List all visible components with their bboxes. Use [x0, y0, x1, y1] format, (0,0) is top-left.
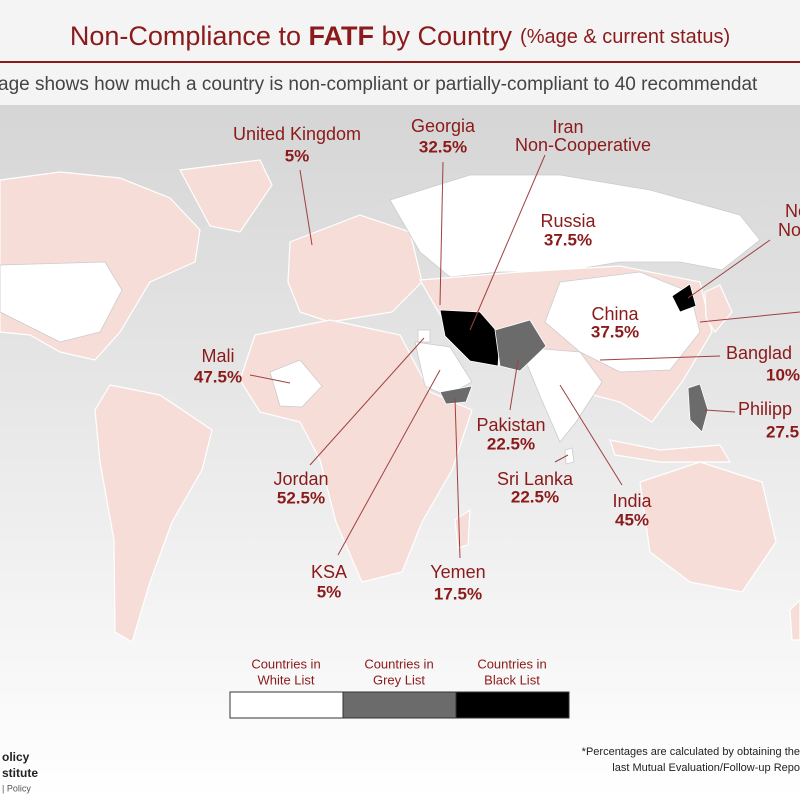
country-name: China: [591, 304, 639, 324]
country-value: 10%: [766, 365, 800, 384]
country-value: Nor: [778, 220, 800, 240]
country-value: 17.5%: [434, 584, 482, 603]
country-name: India: [612, 491, 652, 511]
footnote: *Percentages are calculated by obtaining…: [582, 746, 800, 758]
header-band: [0, 0, 800, 105]
country-name: Sri Lanka: [497, 469, 574, 489]
footnote: last Mutual Evaluation/Follow-up Repo: [612, 762, 800, 774]
country-name: Jordan: [273, 469, 328, 489]
country-name: United Kingdom: [233, 124, 361, 144]
legend-label: Grey List: [373, 672, 425, 687]
country-value: 37.5%: [544, 230, 592, 249]
world-map: [0, 159, 800, 643]
legend-label: Black List: [484, 672, 540, 687]
country-name: Ne: [785, 201, 800, 221]
country-name: Banglad: [726, 343, 792, 363]
country-name: Philipp: [738, 399, 792, 419]
country-value: 5%: [317, 582, 342, 601]
leader-lines: [249, 154, 800, 559]
subtitle: age shows how much a country is non-comp…: [0, 74, 758, 95]
country-value: 32.5%: [419, 137, 467, 156]
country-value: 22.5%: [511, 487, 559, 506]
logo-text: olicy: [2, 750, 30, 764]
country-name: Georgia: [411, 116, 476, 136]
logo-text: | Policy: [2, 783, 31, 793]
country-value: 27.5: [766, 422, 799, 441]
country-name: Yemen: [430, 562, 485, 582]
country-value: 47.5%: [194, 367, 242, 386]
logo-text: stitute: [2, 766, 38, 780]
legend-label: Countries in: [251, 656, 320, 671]
legend-label: White List: [257, 672, 314, 687]
country-value: 5%: [285, 146, 310, 165]
country-value: Non-Cooperative: [515, 135, 651, 155]
country-value: 22.5%: [487, 434, 535, 453]
country-name: Russia: [540, 211, 596, 231]
country-name: Pakistan: [476, 415, 545, 435]
country-value: 45%: [615, 510, 649, 529]
country-value: 37.5%: [591, 322, 639, 341]
legend-label: Countries in: [364, 656, 433, 671]
legend-swatch: [229, 691, 344, 719]
country-name: Mali: [201, 346, 234, 366]
country-name: KSA: [311, 562, 347, 582]
title: Non-Compliance to FATF by Country (%age &…: [70, 21, 730, 51]
legend: Countries in White List Countries in Gre…: [229, 656, 570, 719]
country-name: Iran: [552, 117, 583, 137]
country-value: 52.5%: [277, 488, 325, 507]
legend-swatch: [455, 691, 570, 719]
legend-swatch: [342, 691, 457, 719]
legend-label: Countries in: [477, 656, 546, 671]
